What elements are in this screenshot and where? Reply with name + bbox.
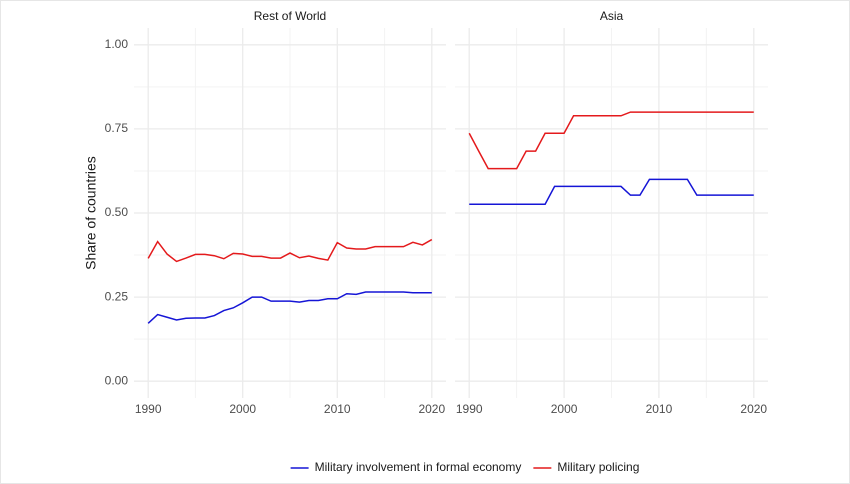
- legend-label: Military policing: [557, 460, 639, 474]
- facet-title: Asia: [600, 9, 624, 23]
- series-line: [468, 111, 754, 170]
- x-tick-label: 2020: [740, 402, 767, 416]
- y-tick-label: 0.00: [105, 373, 129, 387]
- x-tick-label: 2000: [229, 402, 256, 416]
- x-tick-label: 2000: [551, 402, 578, 416]
- y-tick-label: 1.00: [105, 37, 129, 51]
- y-tick-label: 0.75: [105, 121, 129, 135]
- facet-title: Rest of World: [254, 9, 326, 23]
- x-tick-label: 2010: [646, 402, 673, 416]
- series-line: [469, 178, 754, 206]
- series-line: [147, 291, 432, 324]
- legend-label: Military involvement in formal economy: [315, 460, 522, 474]
- y-tick-label: 0.50: [105, 205, 129, 219]
- series-line: [147, 238, 433, 263]
- x-tick-label: 2010: [324, 402, 351, 416]
- x-tick-label: 1990: [135, 402, 162, 416]
- x-tick-label: 1990: [456, 402, 483, 416]
- y-tick-label: 0.25: [105, 289, 129, 303]
- x-tick-label: 2020: [418, 402, 445, 416]
- y-axis-label: Share of countries: [83, 156, 99, 270]
